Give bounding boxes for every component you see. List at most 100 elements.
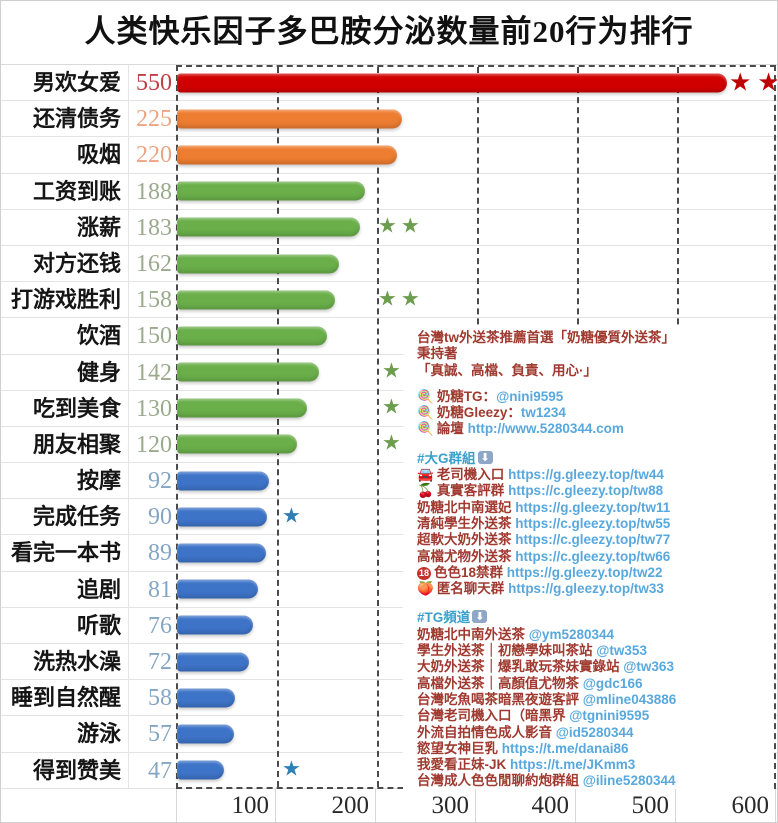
ad-link[interactable]: https://g.gleezy.top/tw11	[515, 499, 671, 515]
star-rating: ★★	[729, 67, 777, 97]
star-rating: ★	[382, 358, 405, 383]
bar-zone	[176, 174, 777, 209]
ad-label: 老司機入口	[436, 467, 509, 483]
ad-link[interactable]: https://c.gleezy.top/tw66	[515, 548, 671, 564]
ad-line: 超軟大奶外送茶 https://c.gleezy.top/tw77	[417, 532, 774, 548]
ad-label: 色色18禁群	[434, 564, 507, 580]
ad-line: 🍭 奶糖TG：@nini9595	[417, 389, 774, 405]
category-label: 按摩	[1, 463, 129, 499]
bar	[177, 109, 402, 129]
ad-link[interactable]: @nini9595	[496, 388, 564, 404]
bar	[177, 724, 234, 744]
bar-zone	[176, 137, 777, 172]
ad-label: 奶糖北中南選妃	[417, 499, 516, 515]
category-label: 男欢女爱	[1, 65, 129, 101]
bar	[177, 688, 235, 708]
ad-label: 學生外送茶｜初戀學妹叫茶站	[417, 643, 597, 659]
ad-label: 外流自拍情色成人影音	[417, 724, 556, 740]
x-axis: 100 200 300 400 500 600	[1, 789, 777, 822]
ad-line: 台灣老司機入口（暗黑界 @tgnini9595	[417, 708, 774, 724]
chart-row: 涨薪 183 ★★	[1, 209, 777, 246]
ad-label: 奶糖北中南外送茶	[417, 626, 529, 642]
value-label: 150	[136, 323, 172, 350]
category-label: 看完一本书	[1, 535, 129, 571]
ad-link[interactable]: https://g.gleezy.top/tw22	[506, 564, 663, 580]
category-label: 对方还钱	[1, 245, 129, 282]
ad-label: 超軟大奶外送茶	[417, 532, 516, 548]
chart-row: 工资到账 188	[1, 173, 777, 210]
no-18-icon: 18	[417, 566, 431, 580]
ad-section-header: #大G群組 ⬇	[417, 450, 774, 467]
star-rating: ★★	[378, 214, 424, 239]
bar	[177, 217, 360, 237]
ad-link[interactable]: https://c.gleezy.top/tw55	[515, 515, 671, 531]
bar-zone: ★	[176, 499, 777, 534]
bar-zone: ★	[176, 753, 777, 788]
category-label: 涨薪	[1, 209, 129, 245]
ad-link[interactable]: @ym5280344	[528, 626, 614, 642]
ad-link[interactable]: https://c.gleezy.top/tw77	[515, 532, 671, 548]
value-label: 142	[136, 359, 172, 386]
ad-line: 台灣吃魚喝茶暗黑夜遊客評 @mline043886	[417, 692, 774, 708]
star-rating: ★	[282, 756, 305, 781]
value-label: 120	[136, 431, 172, 458]
category-label: 完成任务	[1, 499, 129, 535]
ad-label: 台灣tw外送茶推薦首選「奶糖優質外送茶」	[417, 330, 675, 345]
chart-row: 听歌 76	[1, 607, 777, 644]
ad-line: 慾望女神巨乳 https://t.me/danai86	[417, 741, 774, 757]
ad-link[interactable]: @tw353	[596, 643, 647, 659]
star-rating: ★	[282, 503, 305, 528]
bar	[177, 362, 319, 382]
bar-zone	[176, 101, 777, 136]
ad-link[interactable]: @iline5280344	[582, 773, 676, 789]
ad-link[interactable]: @tw363	[623, 659, 674, 675]
ad-link[interactable]: https://t.me/danai86	[501, 740, 629, 756]
ad-link[interactable]: @id5280344	[555, 724, 634, 740]
category-label: 追剧	[1, 571, 129, 607]
chart-row: 还清债务 225	[1, 101, 777, 138]
value-label: 90	[148, 504, 172, 531]
ad-section-title: #大G群組	[417, 450, 476, 466]
bar-zone	[176, 535, 777, 570]
star-rating: ★	[382, 431, 405, 456]
value-label: 162	[136, 250, 172, 277]
ad-link[interactable]: @mline043886	[582, 691, 677, 707]
ad-line: 「真誠、高檔、負責、用心·」	[417, 363, 774, 379]
bar-zone: ★	[176, 355, 777, 390]
lollipop-icon: 🍭	[417, 421, 434, 437]
category-label: 睡到自然醒	[1, 680, 129, 716]
ad-link[interactable]: @gdc166	[582, 675, 643, 691]
category-label: 吸烟	[1, 137, 129, 173]
ad-line: 大奶外送茶｜爆乳敢玩茶妹實錄站 @tw363	[417, 659, 774, 675]
lollipop-icon: 🍭	[417, 388, 434, 404]
category-label: 吃到美食	[1, 390, 129, 426]
ad-line: 🍭 奶糖Gleezy：tw1234	[417, 405, 774, 421]
spacer	[417, 597, 774, 610]
value-label: 81	[148, 576, 172, 603]
ad-line: 18 色色18禁群 https://g.gleezy.top/tw22	[417, 565, 774, 581]
value-label: 225	[136, 106, 172, 133]
ad-link[interactable]: https://g.gleezy.top/tw44	[508, 467, 664, 483]
ad-link[interactable]: @tgnini9595	[569, 708, 650, 724]
ad-link[interactable]: https://c.gleezy.top/tw88	[508, 483, 664, 499]
bar	[177, 543, 266, 563]
bar	[177, 760, 224, 780]
ad-link[interactable]: https://g.gleezy.top/tw33	[508, 581, 664, 597]
value-label: 188	[136, 178, 172, 205]
value-label: 183	[136, 214, 172, 241]
ad-link[interactable]: http://www.5280344.com	[467, 421, 624, 437]
category-label: 得到赞美	[1, 752, 129, 788]
chart-row: 追剧 81	[1, 571, 777, 608]
category-label: 洗热水澡	[1, 644, 129, 680]
ad-link[interactable]: https://t.me/JKmm3	[510, 757, 636, 773]
ad-label: 匿名聊天群	[436, 581, 509, 597]
ad-line: 我愛看正妹-JK https://t.me/JKmm3	[417, 757, 774, 773]
bar	[177, 471, 269, 491]
down-arrow-icon: ⬇	[477, 450, 493, 464]
ad-link[interactable]: tw1234	[520, 405, 566, 421]
bar	[177, 254, 339, 274]
ad-label: 台灣吃魚喝茶暗黑夜遊客評	[417, 691, 583, 707]
ad-line: 台灣成人色色閒聊約炮群組 @iline5280344	[417, 773, 774, 789]
bar	[177, 326, 327, 346]
ad-label: 真實客評群	[436, 483, 509, 499]
